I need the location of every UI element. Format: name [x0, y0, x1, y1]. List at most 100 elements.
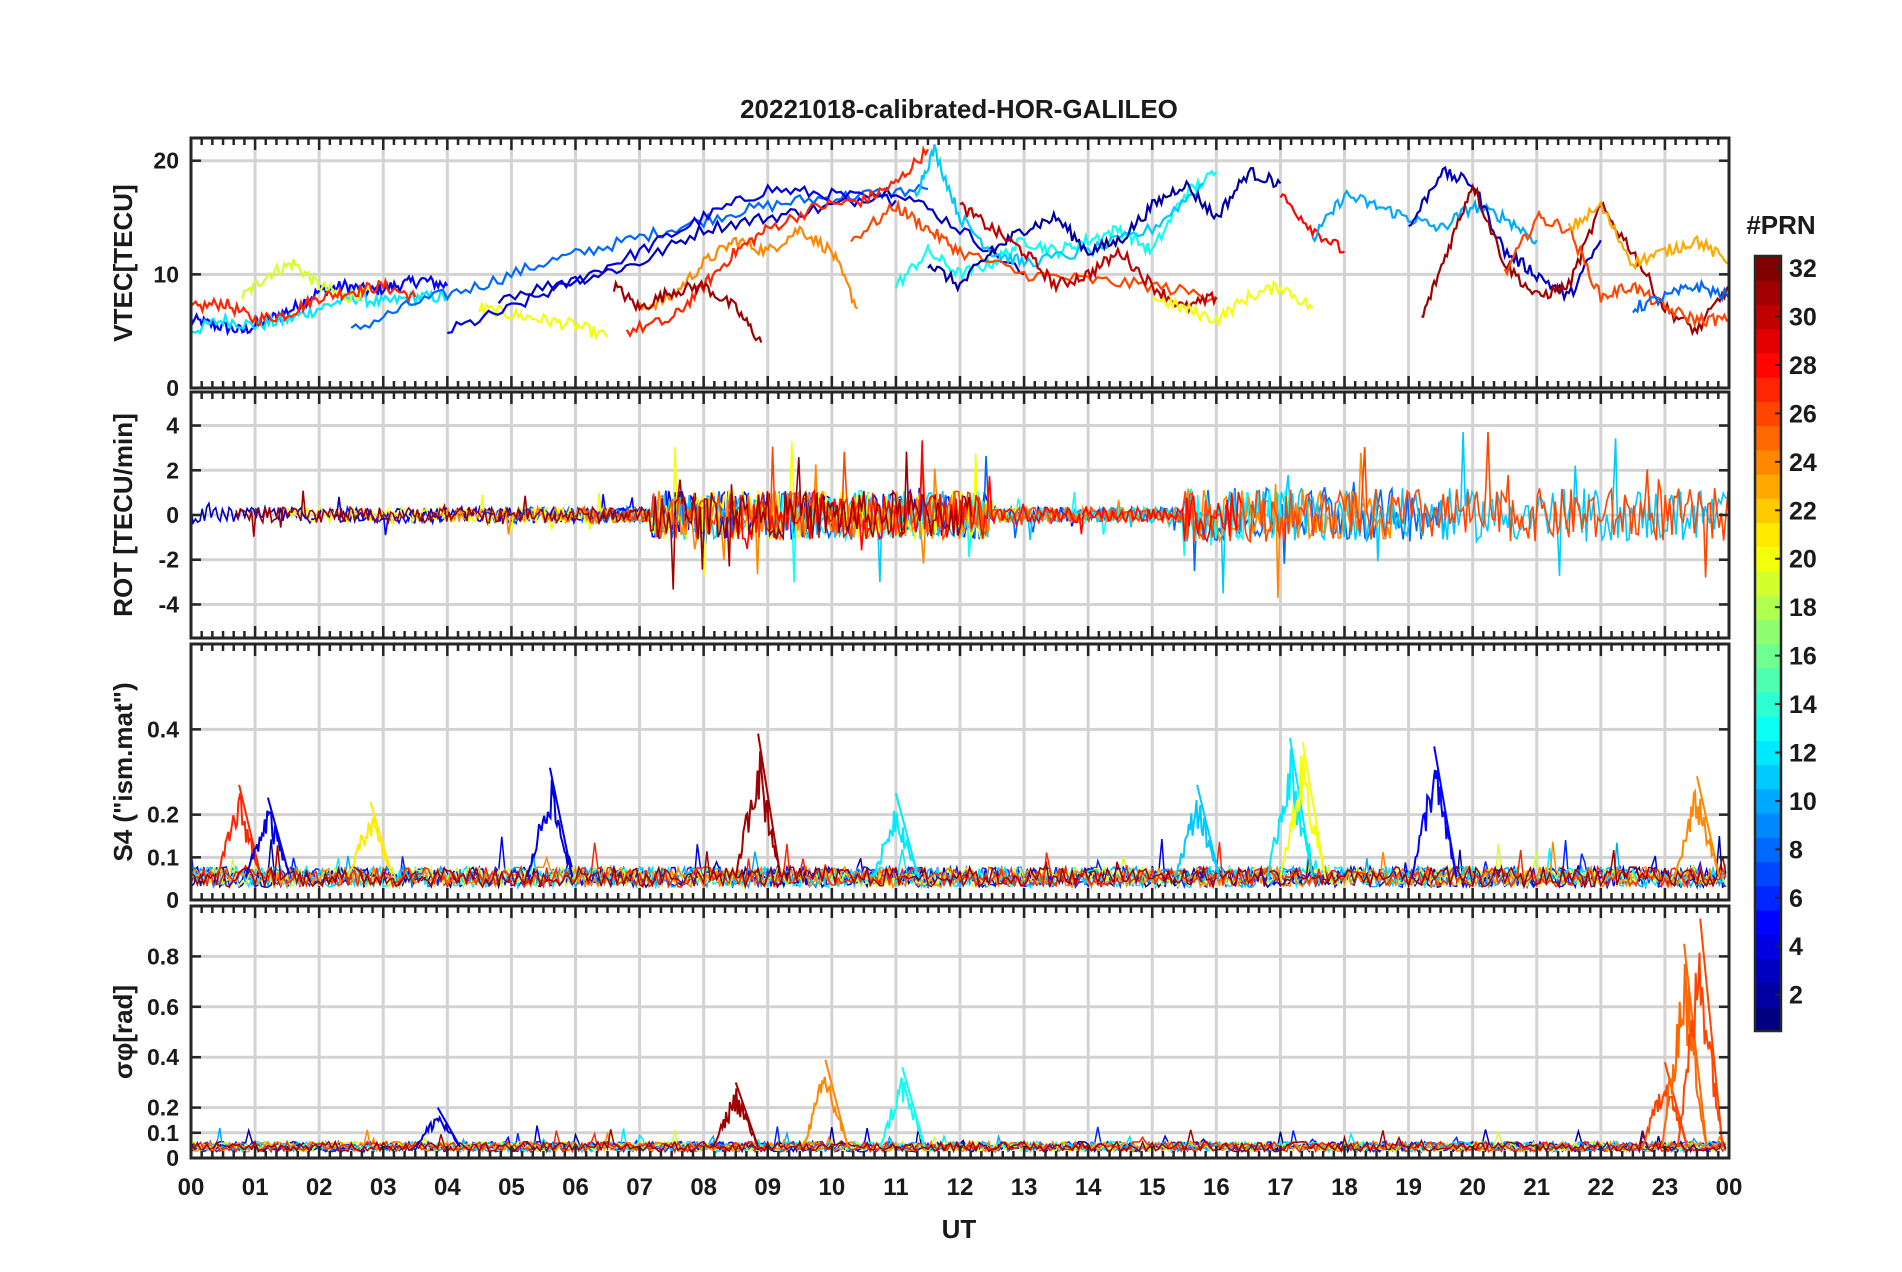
colorbar-segment: [1755, 425, 1781, 451]
x-tick-label: 05: [498, 1174, 525, 1201]
y-tick-label: 0.1: [147, 1120, 179, 1146]
s4-y-label: S4 ("ism.mat"): [108, 682, 138, 861]
x-tick-label: 23: [1652, 1174, 1679, 1201]
x-tick-label: 12: [947, 1174, 974, 1201]
colorbar-tick-label: 22: [1789, 497, 1817, 525]
x-axis-label: UT: [942, 1214, 977, 1244]
colorbar-segment: [1755, 280, 1781, 306]
y-tick-label: 0.1: [147, 844, 179, 870]
colorbar-tick-label: 12: [1789, 739, 1817, 767]
vtec-series-prn-28: [1279, 193, 1345, 254]
x-axis: 00 01 02 03 04 05 06 07 08 09 10 11 12 13 14 15 16 17 18 19…: [178, 1174, 1743, 1201]
y-tick-label: 2: [166, 457, 179, 483]
x-tick-label: 09: [754, 1174, 781, 1201]
y-tick-label: 0: [166, 887, 179, 913]
vtec-series-prn-23: [1567, 200, 1729, 271]
x-tick-label: 02: [306, 1174, 333, 1201]
vtec-series-prn-12: [191, 288, 449, 335]
y-tick-label: 0.8: [147, 943, 179, 969]
colorbar-segment: [1755, 619, 1781, 645]
s4-baseline-prn-31: [191, 845, 1727, 890]
y-tick-label: 20: [153, 148, 179, 174]
rot-series-prn-20: [286, 441, 1024, 575]
plot-area: [191, 144, 1729, 343]
y-tick-label: 0: [166, 1145, 179, 1171]
x-tick-label: 16: [1203, 1174, 1230, 1201]
y-tick-label: -2: [159, 547, 179, 573]
colorbar-tick-label: 16: [1789, 643, 1817, 671]
colorbar-segment: [1755, 328, 1781, 354]
y-tick-label: 0: [166, 375, 179, 401]
vtec-series-prn-20: [1151, 279, 1314, 328]
vtec-series-prn-27: [191, 276, 417, 326]
colorbar-segment: [1755, 667, 1781, 693]
rot-series-prn-31: [235, 451, 973, 590]
vtec-series-prn-4: [447, 183, 897, 335]
vtec-series-prn-3: [1408, 165, 1602, 303]
x-tick-label: 00: [1716, 1174, 1743, 1201]
y-tick-label: 0.4: [147, 716, 179, 742]
colorbar-segment: [1755, 909, 1781, 935]
sigma_phi-y-label: σφ[rad]: [108, 985, 138, 1079]
colorbar-segment: [1755, 958, 1781, 984]
x-tick-label: 17: [1267, 1174, 1294, 1201]
colorbar-segment: [1755, 1006, 1781, 1032]
colorbar-tick-label: 10: [1789, 788, 1817, 816]
colorbar-segment: [1755, 570, 1781, 596]
plot-area: [191, 918, 1727, 1155]
figure-title: 20221018-calibrated-HOR-GALILEO: [740, 94, 1178, 124]
vtec-series-prn-31: [612, 278, 763, 343]
x-tick-label: 04: [434, 1174, 461, 1201]
sigma_phi-peak-prn-4: [414, 1107, 461, 1148]
y-tick-label: -4: [159, 591, 180, 617]
s4-peak-prn-5: [1410, 746, 1458, 878]
x-tick-label: 22: [1587, 1174, 1614, 1201]
s4-peak-prn-31: [734, 733, 782, 878]
plot-area: [191, 431, 1729, 598]
colorbar-frame: [1753, 254, 1783, 1033]
sigma_phi-peak-prn-13: [878, 1067, 926, 1148]
sigma_phi-peak-prn-25: [1660, 943, 1708, 1147]
vtec-series-prn-2: [927, 167, 1282, 293]
s4-peak-prn-4: [244, 797, 290, 878]
vtec-y-label: VTEC[TECU]: [108, 184, 138, 341]
colorbar-tick-label: 32: [1789, 255, 1817, 283]
colorbar-tick-label: 18: [1789, 594, 1817, 622]
colorbar-segment: [1755, 522, 1781, 548]
x-tick-label: 19: [1395, 1174, 1422, 1201]
vtec-series-prn-3: [497, 186, 1025, 304]
vtec-series-prn-11: [914, 144, 1204, 269]
x-tick-label: 21: [1523, 1174, 1550, 1201]
s4-panel: 0 0.1 0.2 0.4 S4 ("ism.mat"): [108, 642, 1731, 913]
colorbar-label: #PRN: [1746, 210, 1815, 240]
x-tick-label: 13: [1011, 1174, 1038, 1201]
y-tick-label: 0.2: [147, 1095, 179, 1121]
vtec-series-prn-13: [894, 169, 1218, 289]
x-tick-label: 18: [1331, 1174, 1358, 1201]
s4-peak-prn-24: [1673, 776, 1721, 878]
vtec-series-prn-5: [191, 274, 449, 337]
colorbar-tick-label: 4: [1789, 933, 1803, 961]
s4-peak-prn-20: [1279, 741, 1327, 878]
vtec-panel: 0 10 20 VTEC[TECU]: [108, 136, 1731, 401]
y-tick-label: 0.2: [147, 802, 179, 828]
y-tick-label: 0: [166, 502, 179, 528]
plot-area: [191, 733, 1727, 890]
colorbar-segment: [1755, 764, 1781, 790]
vtec-series-prn-20: [478, 300, 609, 342]
colorbar-segment: [1755, 861, 1781, 887]
x-tick-label: 06: [562, 1174, 589, 1201]
x-tick-label: 15: [1139, 1174, 1166, 1201]
s4-peak-prn-12: [1266, 737, 1314, 878]
s4-peak-prn-4: [526, 767, 574, 878]
sigma_phi-peak-prn-24: [802, 1059, 849, 1147]
x-tick-label: 03: [370, 1174, 397, 1201]
y-tick-label: 0.4: [147, 1044, 179, 1070]
y-tick-label: 4: [166, 413, 179, 439]
vtec-series-prn-26: [1503, 209, 1729, 329]
colorbar-segment: [1755, 716, 1781, 741]
vtec-series-prn-26: [850, 199, 1217, 303]
x-tick-label: 08: [690, 1174, 717, 1201]
